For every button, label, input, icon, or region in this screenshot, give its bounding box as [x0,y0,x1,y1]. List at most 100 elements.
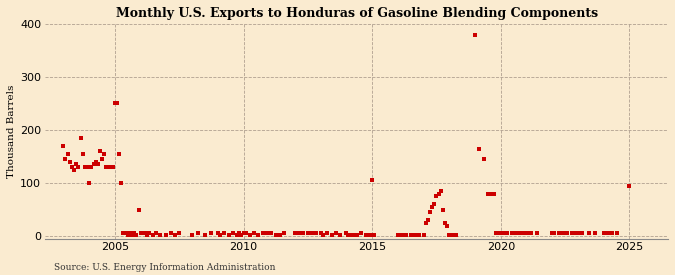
Point [219,231,230,236]
Point [369,232,379,237]
Point [446,232,457,237]
Point [510,231,521,236]
Point [624,183,635,188]
Point [478,157,489,161]
Point [598,231,609,236]
Point [439,221,450,225]
Point [294,231,304,236]
Point [131,232,142,237]
Point [414,232,425,237]
Point [406,232,416,237]
Point [397,232,408,237]
Point [302,231,313,236]
Point [315,231,326,236]
Point [590,231,601,236]
Point [421,221,431,225]
Point [105,165,116,169]
Point [150,231,161,236]
Point [352,232,362,237]
Point [364,232,375,237]
Point [144,231,155,236]
Point [517,231,528,236]
Point [367,178,377,183]
Point [348,232,358,237]
Point [330,231,341,236]
Point [148,232,159,237]
Point [238,231,249,236]
Point [343,232,354,237]
Point [88,162,99,167]
Point [259,231,270,236]
Point [429,202,440,207]
Point [140,231,151,236]
Point [111,101,122,106]
Point [450,232,461,237]
Point [266,231,277,236]
Point [78,152,88,156]
Point [356,231,367,236]
Point [58,144,69,148]
Point [495,231,506,236]
Point [275,232,286,237]
Point [101,165,112,169]
Text: Source: U.S. Energy Information Administration: Source: U.S. Energy Information Administ… [54,263,275,272]
Point [583,231,594,236]
Point [401,232,412,237]
Point [73,165,84,169]
Point [554,231,564,236]
Point [437,207,448,212]
Point [515,231,526,236]
Point [474,146,485,151]
Point [86,165,97,169]
Point [120,231,131,236]
Point [165,231,176,236]
Y-axis label: Thousand Barrels: Thousand Barrels [7,85,16,178]
Point [137,231,148,236]
Point [570,231,581,236]
Point [116,181,127,185]
Point [244,232,255,237]
Point [519,231,530,236]
Point [155,232,165,237]
Point [532,231,543,236]
Point [95,149,105,153]
Point [526,231,537,236]
Point [279,231,290,236]
Point [577,231,588,236]
Point [142,232,153,237]
Point [568,231,579,236]
Point [75,136,86,140]
Point [448,232,459,237]
Point [341,231,352,236]
Point [562,231,572,236]
Point [311,231,322,236]
Point [290,231,300,236]
Point [433,191,444,196]
Point [71,162,82,167]
Point [442,223,453,228]
Point [470,32,481,37]
Point [124,231,135,236]
Point [133,207,144,212]
Point [558,231,568,236]
Point [92,162,103,167]
Point [200,232,211,237]
Point [64,160,75,164]
Point [90,160,101,164]
Point [109,101,120,106]
Point [392,232,403,237]
Point [423,218,433,222]
Point [257,231,268,236]
Point [497,231,508,236]
Point [103,165,114,169]
Point [215,232,225,237]
Point [99,152,109,156]
Point [253,232,264,237]
Point [572,231,583,236]
Point [418,232,429,237]
Point [547,231,558,236]
Point [114,152,125,156]
Point [187,232,198,237]
Point [317,232,328,237]
Point [431,194,442,199]
